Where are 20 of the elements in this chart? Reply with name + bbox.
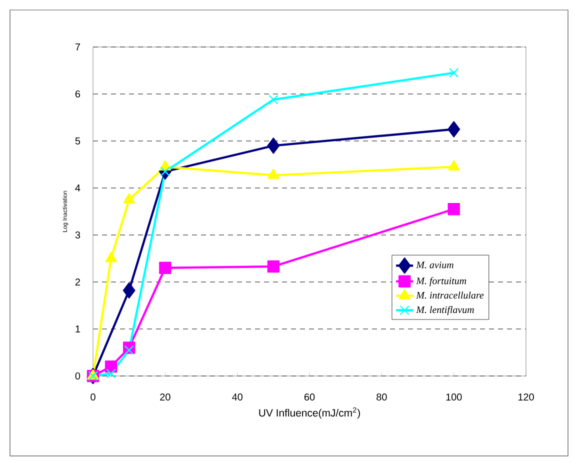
y-tick-label: 6 [75, 90, 80, 98]
y-tick-label: 3 [75, 231, 80, 239]
x-tick-label: 40 [232, 394, 242, 401]
legend-label: M. lentiflavum [416, 306, 474, 316]
y-tick-label: 7 [75, 44, 80, 50]
y-tick-label: 5 [75, 138, 80, 144]
x-tick-label: 20 [160, 394, 170, 401]
x-axis-title: UV Influence(mJ/cm$^{2}$) [259, 407, 360, 419]
x-tick-label: 80 [376, 394, 387, 401]
y-tick-label: 4 [75, 184, 80, 192]
x-tick-label: 0 [90, 394, 96, 401]
x-tick-label: 60 [304, 394, 315, 401]
x-tick-label: 120 [518, 394, 534, 401]
y-tick-label: 0 [75, 372, 80, 380]
legend-label: M. intracellulare [416, 292, 484, 299]
x-tick-label: 100 [446, 394, 462, 401]
y-tick-label: 2 [75, 278, 80, 286]
legend-label: M. fortuitum [416, 277, 466, 286]
legend-label: M. avium [416, 262, 454, 268]
y-tick-label: 1 [76, 326, 80, 332]
